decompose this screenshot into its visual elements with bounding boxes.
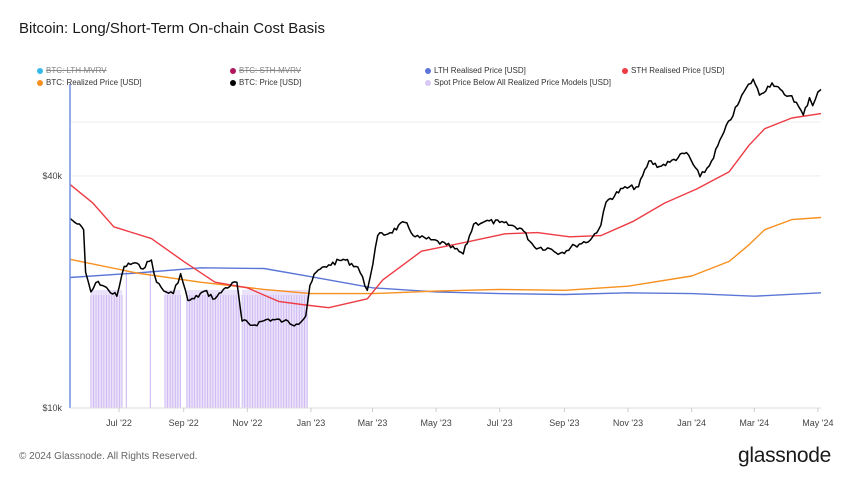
x-tick-label: Nov '23 (613, 418, 643, 428)
legend-item[interactable]: STH Realised Price [USD] (622, 66, 724, 75)
legend-item[interactable]: BTC: STH-MVRV (230, 66, 301, 75)
x-tick-label: Jul '23 (487, 418, 513, 428)
glassnode-logo: glassnode (737, 444, 831, 467)
legend-item[interactable]: Spot Price Below All Realized Price Mode… (425, 78, 611, 87)
below-region (242, 290, 308, 408)
legend-item[interactable]: BTC: Price [USD] (230, 78, 301, 87)
x-tick-label: Jan '23 (297, 418, 326, 428)
x-tick-label: May '23 (420, 418, 451, 428)
legend-swatch (425, 67, 431, 74)
copyright-footer: © 2024 Glassnode. All Rights Reserved. (19, 451, 198, 462)
axis-layer: $10k $40k Jul '22 Sep '22 Nov '22 Jan '23 Mar … (42, 84, 833, 428)
y-tick-label: $10k (42, 403, 62, 413)
legend-label: BTC: Price [USD] (239, 78, 302, 87)
legend-swatch (230, 67, 236, 74)
legend-item[interactable]: LTH Realised Price [USD] (425, 66, 526, 75)
chart-title: Bitcoin: Long/Short-Term On-chain Cost B… (19, 20, 325, 37)
legend-label: BTC: Realized Price [USD] (46, 78, 142, 87)
x-tick-label: Sep '23 (549, 418, 579, 428)
legend-label: BTC: LTH-MVRV (46, 66, 107, 75)
x-tick-label: Mar '23 (358, 418, 388, 428)
legend-swatch (37, 79, 43, 86)
legend-label: BTC: STH-MVRV (239, 66, 302, 75)
x-tick-label: May '24 (802, 418, 833, 428)
x-tick-label: Mar '24 (739, 418, 769, 428)
legend-label: LTH Realised Price [USD] (434, 66, 526, 75)
series-line-lth (69, 267, 822, 297)
legend-item[interactable]: BTC: LTH-MVRV (37, 66, 107, 75)
x-tick-label: Sep '22 (169, 418, 199, 428)
series-line-sth (69, 112, 822, 309)
y-tick-label: $40k (42, 171, 62, 181)
legend-swatch (230, 79, 236, 86)
series-line-price (69, 78, 822, 327)
series-layer (69, 78, 822, 327)
legend: BTC: LTH-MVRV BTC: STH-MVRV LTH Realised P… (37, 66, 827, 88)
legend-label: Spot Price Below All Realized Price Mode… (434, 78, 611, 87)
x-tick-label: Nov '22 (232, 418, 262, 428)
legend-swatch (37, 67, 43, 74)
legend-label: STH Realised Price [USD] (631, 66, 725, 75)
legend-swatch (425, 79, 431, 86)
grid-layer (70, 121, 821, 409)
legend-swatch (622, 67, 628, 74)
legend-item[interactable]: BTC: Realized Price [USD] (37, 78, 142, 87)
x-tick-label: Jul '22 (106, 418, 132, 428)
below-regions-layer (90, 270, 308, 408)
x-tick-label: Jan '24 (677, 418, 706, 428)
